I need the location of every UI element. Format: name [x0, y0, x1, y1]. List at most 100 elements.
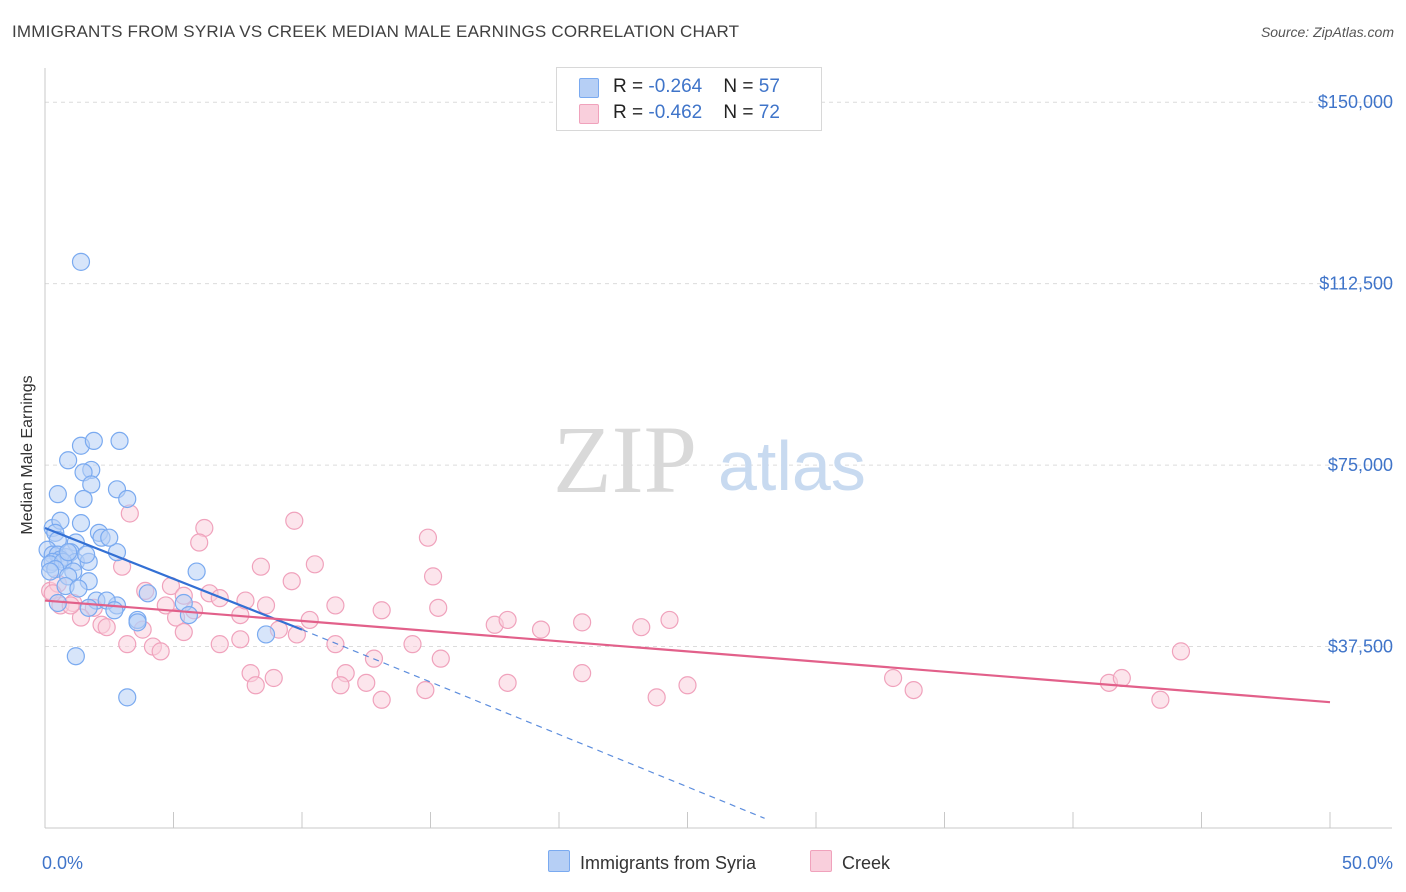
creek-point: [251, 557, 270, 576]
syria-point: [118, 688, 137, 707]
creek-point: [1171, 642, 1191, 661]
creek-point: [210, 635, 229, 654]
creek-point: [403, 635, 422, 654]
creek-point: [285, 511, 304, 530]
syria-swatch: [579, 78, 599, 98]
syria-point: [48, 485, 67, 504]
creek-point: [190, 533, 209, 552]
y-tick-label: $37,500: [1328, 637, 1393, 657]
syria-point: [256, 625, 276, 644]
y-tick-label: $112,500: [1319, 274, 1393, 294]
creek-point: [1112, 668, 1131, 688]
syria-point: [77, 545, 96, 564]
syria-point: [71, 514, 91, 533]
creek-point: [498, 673, 517, 692]
legend-item-syria[interactable]: Immigrants from Syria: [548, 850, 756, 874]
syria-points: [38, 252, 276, 707]
creek-point: [531, 620, 551, 639]
creek-n-value: 72: [758, 102, 780, 123]
x-tick-label-max: 50.0%: [1342, 853, 1393, 873]
syria-point: [74, 489, 93, 509]
syria-n-label: N =: [723, 76, 759, 97]
creek-point: [97, 618, 116, 637]
creek-point: [431, 649, 450, 668]
syria-point: [179, 605, 199, 625]
creek-point: [372, 601, 391, 620]
syria-point: [84, 431, 103, 451]
creek-point: [573, 613, 592, 632]
creek-point: [498, 610, 517, 630]
y-tick-label: $75,000: [1328, 455, 1393, 475]
syria-n-value: 57: [758, 76, 780, 97]
gridlines: [45, 101, 1392, 648]
creek-point: [326, 596, 345, 615]
creek-point: [118, 635, 137, 654]
syria-point: [66, 647, 85, 666]
creek-r-label: R =: [613, 102, 649, 123]
y-tick-labels: $37,500 $75,000 $112,500 $150,000: [1318, 92, 1393, 656]
syria-point: [59, 543, 78, 562]
x-tick-labels: 0.0% 50.0%: [42, 853, 1393, 873]
syria-r-label: R =: [613, 76, 649, 97]
y-tick-label: $150,000: [1318, 92, 1393, 112]
watermark-zip: ZIP: [553, 406, 697, 513]
syria-point: [82, 475, 101, 494]
syria-point: [41, 562, 60, 581]
creek-point: [151, 642, 170, 661]
syria-point: [118, 489, 137, 509]
syria-point: [110, 431, 129, 451]
creek-point: [331, 676, 350, 695]
syria-point: [100, 528, 119, 547]
creek-trend-line: [44, 599, 1331, 704]
creek-point: [660, 610, 679, 630]
creek-point: [282, 572, 301, 591]
syria-point: [187, 562, 206, 581]
syria-point: [79, 598, 98, 617]
creek-points: [41, 504, 1191, 709]
creek-point: [418, 528, 438, 547]
legend-syria-swatch: [548, 850, 570, 872]
correlation-legend: R = -0.264 N = 57 R = -0.462 N = 72: [556, 67, 822, 131]
syria-point: [128, 613, 147, 632]
legend-creek-label: Creek: [842, 853, 891, 873]
creek-point: [416, 680, 435, 700]
creek-r-value: -0.462: [648, 102, 703, 123]
legend-creek-swatch: [810, 850, 832, 872]
creek-point: [372, 690, 391, 709]
syria-r-value: -0.264: [648, 76, 703, 97]
creek-swatch: [579, 104, 599, 124]
legend-syria-label: Immigrants from Syria: [580, 853, 757, 873]
creek-point: [678, 676, 697, 695]
creek-point: [264, 668, 283, 688]
creek-point: [305, 555, 324, 574]
creek-point: [246, 676, 265, 695]
creek-point: [904, 680, 923, 700]
syria-point: [69, 579, 88, 598]
creek-point: [647, 688, 666, 707]
trend-lines: [44, 526, 1331, 819]
creek-point: [300, 610, 319, 630]
creek-point: [632, 618, 651, 637]
creek-point: [231, 630, 250, 649]
syria-point: [59, 451, 78, 470]
watermark-atlas: atlas: [718, 427, 866, 505]
syria-point: [105, 601, 124, 620]
creek-point: [256, 596, 276, 615]
creek-n-label: N =: [723, 102, 759, 123]
syria-point: [138, 584, 157, 603]
x-tick-label-min: 0.0%: [42, 853, 83, 873]
creek-point: [174, 622, 193, 642]
creek-point: [883, 668, 903, 688]
creek-point: [573, 664, 592, 683]
syria-trend-line: [44, 526, 303, 631]
syria-point: [71, 252, 91, 271]
creek-point: [429, 598, 448, 617]
creek-point: [1151, 690, 1170, 709]
axes: [44, 68, 1392, 829]
legend-item-creek[interactable]: Creek: [810, 850, 890, 874]
creek-point: [326, 635, 345, 654]
chart-title: IMMIGRANTS FROM SYRIA VS CREEK MEDIAN MA…: [12, 22, 740, 41]
creek-point: [423, 567, 443, 586]
source-label: Source: ZipAtlas.com: [1260, 24, 1394, 40]
